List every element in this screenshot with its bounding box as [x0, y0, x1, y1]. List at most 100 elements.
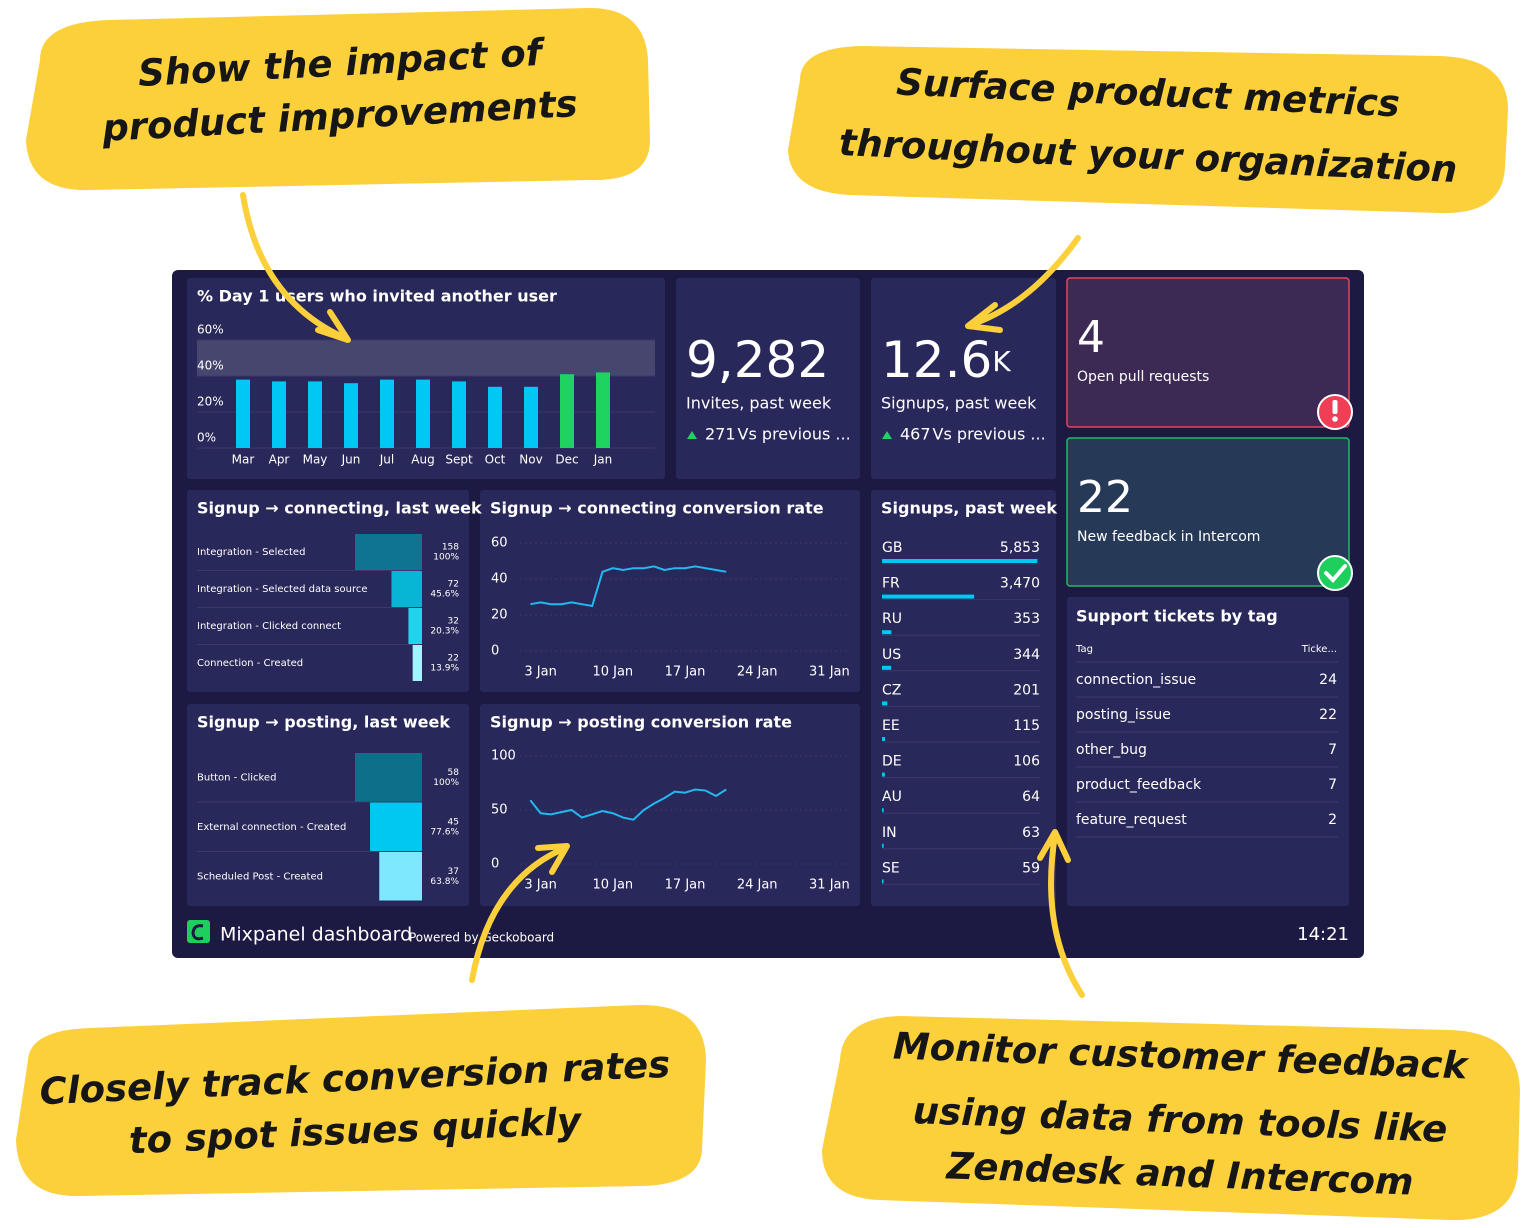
funnel-value: 45 — [448, 817, 459, 827]
alert-label: New feedback in Intercom — [1077, 529, 1260, 545]
funnel-bar — [379, 852, 422, 901]
x-tick-label: 24 Jan — [737, 878, 778, 893]
x-tick-label: 31 Jan — [809, 878, 850, 893]
row-label: SE — [882, 860, 900, 876]
bar — [882, 559, 1038, 563]
x-tick-label: Apr — [269, 453, 290, 467]
widget-title: Signups, past week — [881, 499, 1057, 518]
y-tick-label: 0 — [491, 857, 499, 872]
funnel-label: Integration - Clicked connect — [197, 621, 341, 632]
bar — [524, 386, 538, 448]
row-label: US — [882, 647, 901, 663]
x-tick-label: May — [303, 453, 328, 467]
y-tick-label: 20% — [197, 395, 224, 409]
table-cell: posting_issue — [1076, 707, 1171, 723]
x-tick-label: Jan — [593, 453, 613, 467]
bar — [344, 383, 358, 448]
table-cell: feature_request — [1076, 812, 1187, 828]
bar — [488, 386, 502, 448]
row-label: DE — [882, 754, 902, 770]
kpi-compare: Vs previous ... — [738, 425, 851, 444]
widget-title: Signup → connecting, last week — [197, 499, 482, 518]
widget — [676, 278, 860, 479]
widget — [480, 490, 860, 692]
logo-mark — [191, 924, 204, 941]
kpi-change: 467 — [900, 425, 931, 444]
line — [530, 565, 727, 608]
funnel-value: 37 — [448, 867, 459, 877]
row-value: 63 — [1022, 825, 1040, 841]
funnel-bar — [412, 645, 422, 681]
kpi-value: 9,282 — [686, 331, 829, 389]
widget — [480, 704, 860, 906]
x-tick-label: Sept — [445, 453, 473, 467]
table-cell: 7 — [1328, 777, 1337, 793]
funnel-percent: 100% — [433, 553, 459, 563]
row-value: 106 — [1013, 754, 1040, 770]
bar — [882, 843, 884, 848]
row-value: 353 — [1013, 611, 1040, 627]
bar — [596, 372, 610, 448]
y-tick-label: 0 — [491, 644, 499, 659]
bar — [882, 808, 884, 813]
kpi-number: 12.6 — [881, 331, 992, 389]
funnel-value: 158 — [442, 543, 459, 553]
table-cell: 22 — [1319, 707, 1337, 723]
x-tick-label: Aug — [411, 453, 434, 467]
x-tick-label: 3 Jan — [524, 878, 556, 893]
callout-bubble — [822, 1016, 1520, 1221]
arrow — [240, 192, 348, 341]
funnel-percent: 13.9% — [430, 664, 459, 674]
bar — [236, 379, 250, 448]
funnel-bar — [355, 753, 422, 802]
bar — [452, 381, 466, 448]
row-label: IN — [882, 825, 897, 841]
row-value: 3,470 — [1000, 576, 1040, 592]
alert-value: 22 — [1077, 472, 1133, 523]
kpi-unit: K — [992, 345, 1011, 378]
x-tick-label: 3 Jan — [524, 665, 556, 680]
clock: 14:21 — [1297, 924, 1349, 945]
kpi-value: 12.6K — [881, 331, 1011, 389]
bar — [882, 594, 975, 599]
funnel-percent: 100% — [433, 778, 459, 788]
funnel-percent: 63.8% — [430, 877, 459, 887]
bar — [882, 630, 892, 635]
check-icon — [1317, 555, 1353, 591]
table-cell: product_feedback — [1076, 777, 1202, 793]
callout-bubble — [16, 1004, 706, 1197]
y-tick-label: 60% — [197, 323, 224, 337]
funnel-label: Integration - Selected — [197, 547, 305, 558]
x-tick-label: Dec — [555, 453, 578, 467]
table-header: Tag — [1075, 644, 1093, 655]
arrow-head — [535, 843, 570, 875]
bar — [882, 879, 884, 884]
funnel-label: Scheduled Post - Created — [197, 871, 323, 882]
bar — [308, 381, 322, 448]
x-tick-label: Jun — [341, 453, 361, 467]
funnel-label: Connection - Created — [197, 658, 303, 669]
x-tick-label: Oct — [485, 453, 506, 467]
callout-bubble — [26, 8, 650, 191]
x-tick-label: Mar — [232, 453, 255, 467]
y-tick-label: 60 — [491, 536, 508, 551]
callout-bubble — [788, 46, 1508, 214]
bar — [882, 701, 888, 706]
row-label: GB — [882, 540, 902, 556]
alert-value: 4 — [1077, 312, 1105, 363]
row-label: FR — [882, 576, 900, 592]
table-cell: other_bug — [1076, 742, 1147, 758]
bar — [272, 381, 286, 448]
bar — [882, 772, 885, 777]
alert-label: Open pull requests — [1077, 369, 1209, 385]
row-label: EE — [882, 718, 900, 734]
funnel-label: Button - Clicked — [197, 772, 276, 783]
widget-title: Signup → connecting conversion rate — [490, 499, 824, 518]
row-label: AU — [882, 789, 902, 805]
x-tick-label: 17 Jan — [665, 665, 706, 680]
bar — [416, 379, 430, 448]
widget — [871, 490, 1056, 906]
bar — [380, 379, 394, 448]
check-icon-mark — [1324, 564, 1347, 583]
